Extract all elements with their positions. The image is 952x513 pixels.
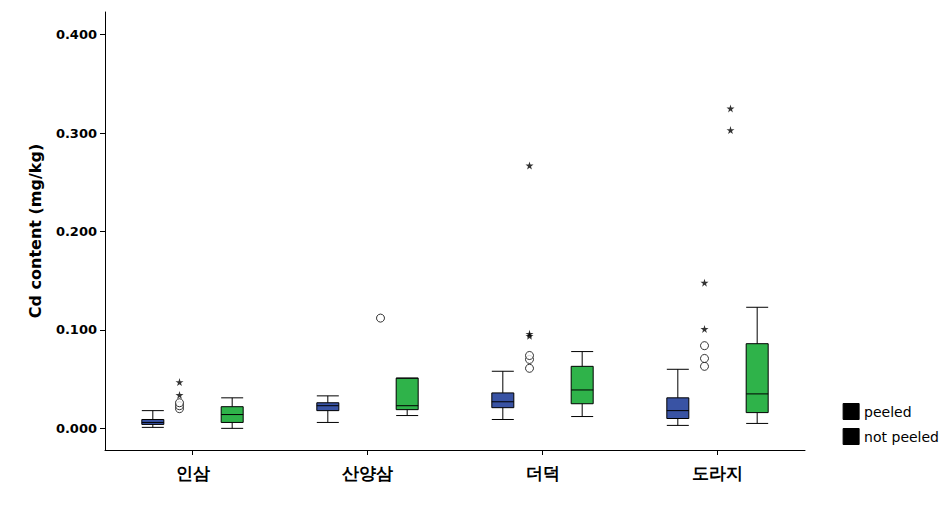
svg-text:도라지: 도라지 xyxy=(692,463,743,483)
svg-text:peeled: peeled xyxy=(864,404,912,420)
svg-text:0.000: 0.000 xyxy=(56,421,97,436)
svg-text:인삼: 인삼 xyxy=(176,463,210,483)
svg-text:더덕: 더덕 xyxy=(526,463,560,483)
svg-text:Cd content (mg/kg): Cd content (mg/kg) xyxy=(26,144,45,318)
svg-text:산양삼: 산양삼 xyxy=(342,463,393,483)
svg-text:0.100: 0.100 xyxy=(56,322,97,337)
svg-text:0.300: 0.300 xyxy=(56,126,97,141)
svg-text:0.200: 0.200 xyxy=(56,224,97,239)
svg-text:0.400: 0.400 xyxy=(56,27,97,42)
svg-text:not peeled: not peeled xyxy=(864,429,939,445)
